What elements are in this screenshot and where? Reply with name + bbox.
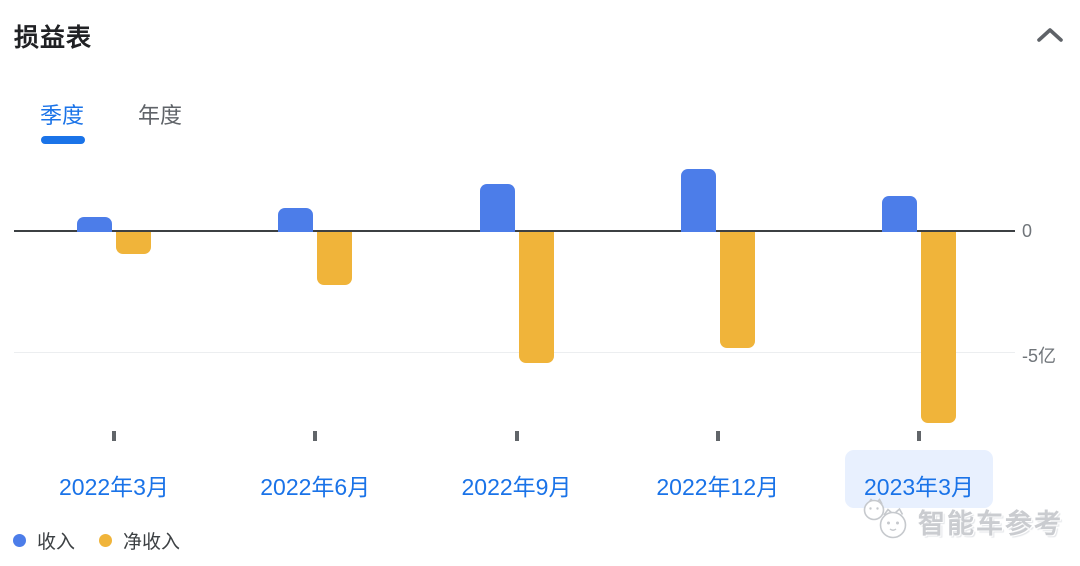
revenue-bar-2[interactable] bbox=[479, 183, 515, 232]
revenue-bar-1[interactable] bbox=[278, 207, 314, 232]
x-axis-label-2[interactable]: 2022年9月 bbox=[461, 474, 572, 500]
page-title: 损益表 bbox=[14, 24, 93, 52]
x-axis-label-4[interactable]: 2023年3月 bbox=[864, 474, 974, 500]
collapse-section-button[interactable] bbox=[1030, 20, 1070, 52]
revenue-bar-0[interactable] bbox=[77, 217, 112, 232]
tab-annual-label: 年度 bbox=[138, 103, 183, 128]
net-income-bar-1[interactable] bbox=[317, 232, 353, 286]
y-axis-label-neg5: -5亿 bbox=[1022, 346, 1057, 366]
chart-legend: 收入 净收入 bbox=[13, 527, 180, 554]
net-income-bar-3[interactable] bbox=[719, 232, 755, 349]
legend-item-revenue: 收入 bbox=[13, 527, 75, 554]
revenue-legend-dot-icon bbox=[13, 534, 26, 547]
legend-revenue-label: 收入 bbox=[37, 532, 76, 553]
x-axis-tick-0 bbox=[112, 431, 116, 441]
net-income-legend-dot-icon bbox=[99, 534, 113, 547]
active-tab-underline bbox=[41, 136, 85, 144]
x-axis-tick-1 bbox=[313, 431, 318, 441]
legend-item-net-income: 净收入 bbox=[99, 527, 180, 554]
x-axis-label-1[interactable]: 2022年6月 bbox=[260, 474, 371, 500]
net-income-bar-4[interactable] bbox=[921, 232, 956, 424]
x-axis-tick-4 bbox=[917, 431, 921, 441]
zero-axis-line bbox=[14, 230, 1015, 232]
x-axis-tick-2 bbox=[514, 431, 519, 441]
revenue-bar-4[interactable] bbox=[882, 195, 917, 232]
tab-annual[interactable]: 年度 bbox=[138, 98, 182, 144]
tab-quarterly-label: 季度 bbox=[40, 103, 85, 128]
period-tabs: 季度 年度 bbox=[40, 98, 182, 144]
legend-net-income-label: 净收入 bbox=[123, 532, 181, 553]
tab-quarterly[interactable]: 季度 bbox=[40, 98, 85, 144]
gridline-neg5 bbox=[14, 352, 1015, 353]
revenue-bar-3[interactable] bbox=[680, 169, 716, 232]
net-income-bar-2[interactable] bbox=[518, 232, 554, 363]
y-axis-label-0: 0 bbox=[1022, 221, 1033, 241]
chevron-up-icon bbox=[1036, 26, 1064, 47]
x-axis-label-0[interactable]: 2022年3月 bbox=[59, 474, 169, 500]
x-axis-label-3[interactable]: 2022年12月 bbox=[656, 474, 780, 500]
x-axis-tick-3 bbox=[715, 431, 720, 441]
net-income-bar-0[interactable] bbox=[116, 232, 151, 254]
